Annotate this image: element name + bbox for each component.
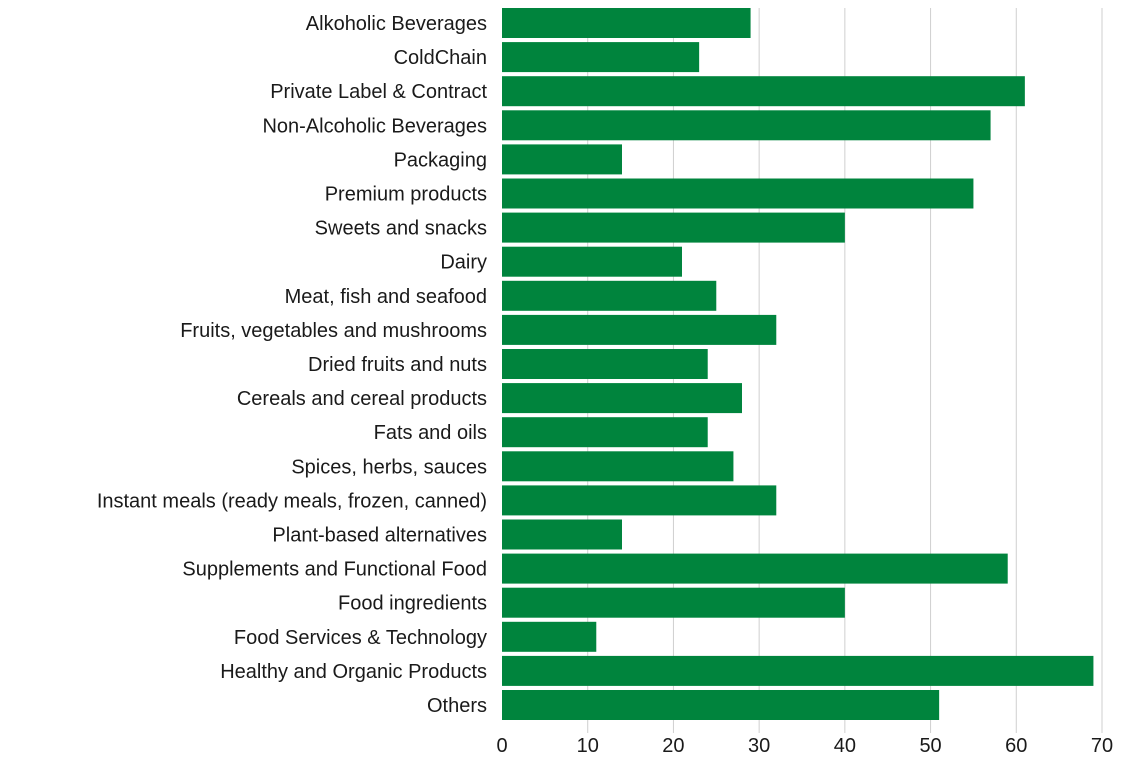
category-label: ColdChain [394, 47, 487, 69]
bar [502, 587, 845, 618]
x-tick-label: 10 [577, 735, 599, 757]
category-label: Dried fruits and nuts [308, 354, 487, 376]
category-label: Premium products [325, 184, 487, 206]
category-label: Food ingredients [338, 593, 487, 615]
bar [502, 144, 622, 175]
x-tick-label: 70 [1091, 735, 1113, 757]
category-label: Fats and oils [374, 422, 487, 444]
bar [502, 42, 700, 73]
category-label: Supplements and Functional Food [182, 559, 487, 581]
category-label: Food Services & Technology [234, 627, 487, 649]
bar [502, 621, 597, 652]
category-label: Private Label & Contract [270, 81, 487, 103]
bar [502, 519, 622, 550]
bar [502, 246, 682, 277]
category-label: Non-Alcoholic Beverages [262, 115, 487, 137]
bars [502, 8, 1094, 720]
bar [502, 110, 991, 141]
x-tick-label: 60 [1005, 735, 1027, 757]
category-labels: Alkoholic Beverages ColdChain Private Labe… [97, 13, 488, 717]
category-label: Spices, herbs, sauces [291, 456, 487, 478]
bar [502, 383, 742, 414]
category-label: Others [427, 695, 487, 717]
category-label: Sweets and snacks [315, 218, 487, 240]
x-tick-label: 0 [496, 735, 507, 757]
bar [502, 417, 708, 448]
x-tick-label: 30 [748, 735, 770, 757]
x-tick-label: 40 [834, 735, 856, 757]
category-label: Packaging [394, 149, 487, 171]
x-tick-label: 20 [662, 735, 684, 757]
bar [502, 314, 777, 345]
bar [502, 178, 974, 209]
bar [502, 553, 1008, 584]
bar [502, 8, 751, 38]
x-tick-label: 50 [919, 735, 941, 757]
category-label: Alkoholic Beverages [306, 13, 487, 35]
bar [502, 349, 708, 379]
bar [502, 451, 734, 482]
category-label: Cereals and cereal products [237, 388, 487, 410]
bar [502, 212, 845, 243]
bar [502, 485, 777, 516]
category-label: Instant meals (ready meals, frozen, cann… [97, 490, 487, 512]
category-label: Meat, fish and seafood [285, 286, 487, 308]
category-label: Healthy and Organic Products [220, 661, 487, 683]
bar [502, 76, 1025, 107]
category-label: Plant-based alternatives [272, 525, 487, 547]
bar [502, 655, 1094, 686]
category-label: Fruits, vegetables and mushrooms [180, 320, 487, 342]
bar [502, 280, 717, 311]
category-label: Dairy [440, 252, 487, 274]
x-axis-tick-labels: 0 10 20 30 40 50 60 70 [496, 735, 1113, 757]
bar [502, 690, 940, 720]
